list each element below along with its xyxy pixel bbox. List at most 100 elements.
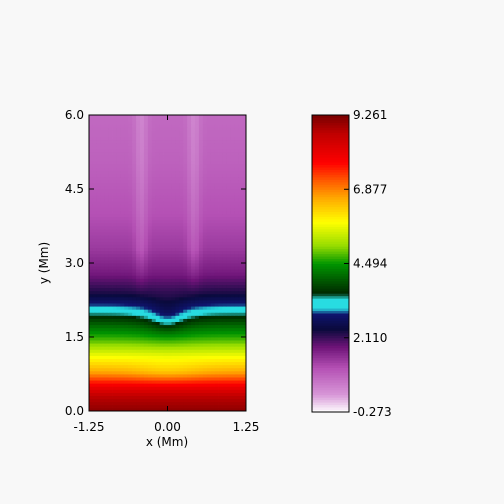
heatmap-cell <box>206 139 212 144</box>
heatmap-cell <box>194 327 200 332</box>
heatmap-cell <box>140 306 145 310</box>
heatmap-cell <box>159 121 164 125</box>
heatmap-cell <box>163 355 168 359</box>
heatmap-cell <box>108 130 113 134</box>
heatmap-cell <box>214 115 219 119</box>
heatmap-cell <box>167 269 172 273</box>
heatmap-cell <box>187 222 192 227</box>
heatmap-cell <box>187 380 192 384</box>
heatmap-cell <box>140 170 145 174</box>
heatmap-cell <box>104 222 110 227</box>
heatmap-cell <box>202 133 208 137</box>
heatmap-cell <box>163 269 168 273</box>
heatmap-cell <box>242 204 247 208</box>
heatmap-cell <box>92 395 98 400</box>
heatmap-cell <box>112 189 117 193</box>
heatmap-cell <box>194 389 200 393</box>
heatmap-cell <box>218 158 223 162</box>
heatmap-cell <box>120 404 125 409</box>
heatmap-cell <box>234 275 239 279</box>
heatmap-cell <box>92 124 98 128</box>
heatmap-cell <box>198 247 204 252</box>
heatmap-cell <box>124 281 129 285</box>
heatmap-cell <box>187 164 192 168</box>
heatmap-cell <box>147 142 153 147</box>
heatmap-cell <box>124 219 129 224</box>
heatmap-cell <box>108 358 113 363</box>
heatmap-cell <box>183 170 188 174</box>
heatmap-cell <box>155 398 161 403</box>
heatmap-cell <box>159 145 164 150</box>
heatmap-cell <box>140 303 145 307</box>
heatmap-cell <box>124 361 129 366</box>
heatmap-cell <box>96 219 102 224</box>
heatmap-cell <box>100 201 106 205</box>
heatmap-cell <box>163 182 168 187</box>
heatmap-cell <box>136 296 141 301</box>
heatmap-cell <box>198 253 204 258</box>
colorbar-segment <box>312 226 349 230</box>
heatmap-cell <box>230 133 235 137</box>
heatmap-cell <box>198 136 204 141</box>
heatmap-cell <box>96 201 102 205</box>
heatmap-cell <box>112 195 117 199</box>
heatmap-cell <box>163 189 168 193</box>
heatmap-cell <box>238 158 243 162</box>
heatmap-cell <box>226 303 231 307</box>
heatmap-cell <box>183 185 188 190</box>
heatmap-cell <box>198 364 204 369</box>
heatmap-cell <box>198 383 204 387</box>
heatmap-cell <box>132 309 137 313</box>
heatmap-cell <box>218 219 223 224</box>
heatmap-cell <box>171 343 176 347</box>
heatmap-cell <box>222 152 227 156</box>
heatmap-cell <box>171 404 176 409</box>
heatmap-cell <box>163 173 168 178</box>
heatmap-cell <box>214 158 219 162</box>
heatmap-cell <box>175 189 180 193</box>
heatmap-cell <box>112 383 117 387</box>
heatmap-cell <box>167 380 172 384</box>
heatmap-cell <box>179 284 184 289</box>
heatmap-cell <box>183 115 188 119</box>
heatmap-cell <box>124 229 129 233</box>
heatmap-cell <box>218 367 223 372</box>
heatmap-cell <box>206 201 212 205</box>
heatmap-cell <box>104 263 110 267</box>
heatmap-cell <box>191 333 196 338</box>
colorbar-segment <box>312 275 349 279</box>
heatmap-cell <box>92 259 98 264</box>
heatmap-cell <box>151 235 157 239</box>
heatmap-cell <box>238 287 243 292</box>
heatmap-cell <box>206 284 212 289</box>
heatmap-cell <box>140 222 145 227</box>
heatmap-cell <box>210 309 216 313</box>
heatmap-cell <box>155 278 161 282</box>
heatmap-cell <box>183 124 188 128</box>
heatmap-cell <box>194 238 200 242</box>
heatmap-cell <box>143 124 149 128</box>
heatmap-cell <box>108 226 113 230</box>
heatmap-cell <box>112 401 117 406</box>
heatmap-cell <box>155 139 161 144</box>
heatmap-cell <box>128 398 133 403</box>
heatmap-cell <box>112 392 117 396</box>
heatmap-cell <box>218 361 223 366</box>
heatmap-cell <box>210 179 216 184</box>
heatmap-cell <box>179 263 184 267</box>
heatmap-cell <box>214 229 219 233</box>
heatmap-cell <box>175 401 180 406</box>
heatmap-cell <box>128 247 133 252</box>
heatmap-cell <box>191 395 196 400</box>
heatmap-cell <box>155 226 161 230</box>
heatmap-cell <box>202 324 208 329</box>
heatmap-cell <box>167 145 172 150</box>
heatmap-cell <box>218 275 223 279</box>
heatmap-cell <box>147 207 153 211</box>
heatmap-cell <box>89 232 94 236</box>
heatmap-cell <box>230 306 235 310</box>
heatmap-cell <box>206 198 212 202</box>
heatmap-cell <box>132 374 137 378</box>
heatmap-cell <box>206 398 212 403</box>
heatmap-cell <box>92 161 98 165</box>
